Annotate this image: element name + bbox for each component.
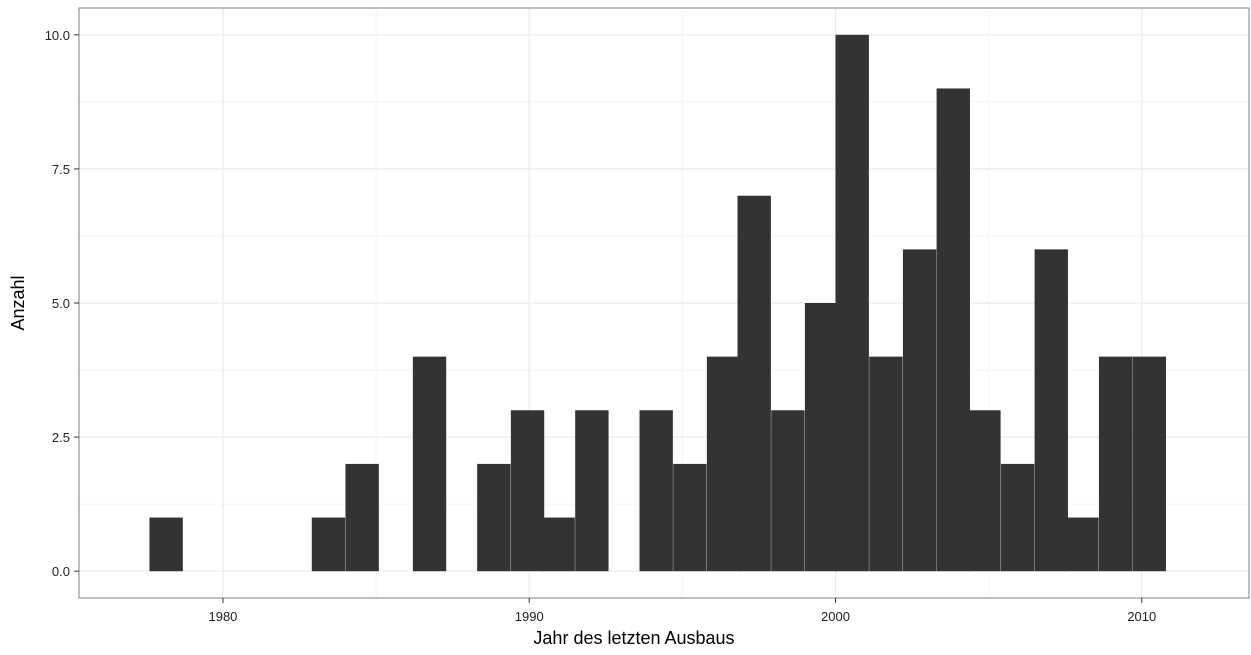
histogram-bar [869, 356, 903, 572]
histogram-bar [575, 410, 609, 572]
histogram-bar [771, 410, 805, 572]
histogram-bar [804, 303, 839, 572]
histogram-bar [345, 463, 379, 572]
y-tick-label: 7.5 [52, 162, 70, 177]
histogram-bar [412, 356, 447, 572]
histogram-bar [1098, 356, 1133, 572]
histogram-bar [541, 517, 575, 572]
histogram-bar [835, 34, 869, 572]
histogram-bar [737, 195, 771, 572]
y-tick-label: 2.5 [52, 430, 70, 445]
histogram-bar [706, 356, 741, 572]
minor-gridlines [79, 8, 1249, 598]
y-axis-title: Anzahl [8, 275, 28, 330]
x-tick-label: 1980 [208, 609, 237, 624]
histogram-bar [673, 463, 707, 572]
histogram-bar [1065, 517, 1099, 572]
histogram-bar [1034, 249, 1068, 572]
histogram-bar [936, 88, 970, 572]
y-tick-label: 10.0 [45, 28, 70, 43]
x-tick-label: 1990 [515, 609, 544, 624]
histogram-bar [1132, 356, 1166, 572]
x-axis-ticks: 1980 1990 2000 2010 [208, 598, 1156, 624]
histogram-bars [149, 34, 1166, 572]
x-tick-label: 2000 [821, 609, 850, 624]
histogram-bar [510, 410, 545, 572]
y-tick-label: 0.0 [52, 564, 70, 579]
x-axis-title: Jahr des letzten Ausbaus [533, 628, 734, 648]
x-tick-label: 2010 [1127, 609, 1156, 624]
histogram-bar [967, 410, 1001, 572]
y-tick-label: 5.0 [52, 296, 70, 311]
histogram-bar [477, 463, 511, 572]
histogram-bar [311, 517, 346, 572]
histogram-bar [149, 517, 183, 572]
histogram-bar [639, 410, 673, 572]
histogram-bar [902, 249, 937, 572]
histogram-bar [1000, 463, 1035, 572]
y-axis-ticks: 0.0 2.5 5.0 7.5 10.0 [45, 28, 79, 579]
